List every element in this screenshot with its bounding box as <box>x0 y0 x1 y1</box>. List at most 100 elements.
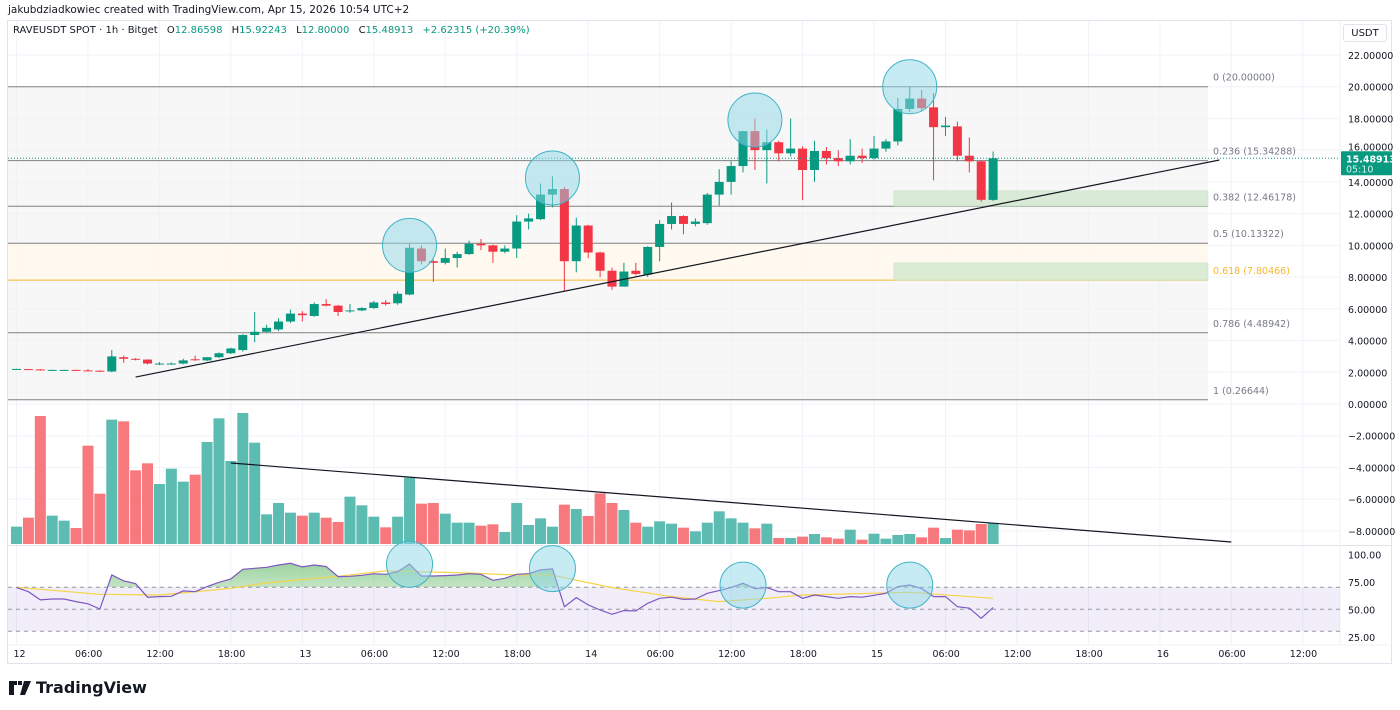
candle-body <box>393 293 403 304</box>
volume-bar <box>177 481 189 544</box>
highlight-circle <box>719 561 767 609</box>
candle <box>428 259 438 282</box>
price-tick-label: 12.00000 <box>1348 210 1393 221</box>
price-tick-label: 22.00000 <box>1348 51 1393 62</box>
candle-body <box>178 360 188 364</box>
volume-bar <box>189 474 201 544</box>
volume-bar <box>820 537 832 544</box>
volume-bar <box>165 468 177 544</box>
volume-bar <box>332 522 344 544</box>
volume-bar <box>249 442 261 544</box>
volume-bar <box>153 484 165 544</box>
candle <box>345 304 355 313</box>
volume-bar <box>451 522 463 544</box>
candle-body <box>869 148 879 159</box>
volume-bar <box>916 537 928 544</box>
candle-body <box>821 150 831 159</box>
candle <box>881 139 891 152</box>
price-tick-label: 0.00000 <box>1348 400 1387 411</box>
volume-bar <box>535 518 547 544</box>
volume-bar <box>344 496 356 544</box>
volume-bar <box>380 527 392 544</box>
volume-bar <box>737 522 749 544</box>
time-axis[interactable]: 12 06:00 12:00 18:00 13 06:00 12:00 18:00 14 06:0… <box>14 649 1318 660</box>
candle-body <box>988 158 998 200</box>
candle-body <box>964 155 974 162</box>
time-tick-label: 18:00 <box>1075 649 1102 660</box>
candle <box>952 121 962 162</box>
drawings[interactable] <box>8 59 1340 543</box>
candles <box>12 86 998 373</box>
volume-bar <box>713 511 725 544</box>
volume-bar <box>546 526 558 544</box>
currency-button[interactable]: USDT <box>1343 24 1387 42</box>
fib-level-label: 0.382 (12.46178) <box>1213 192 1296 203</box>
rsi-ma-line <box>16 570 994 603</box>
volume-bar <box>785 538 797 544</box>
candle-body <box>726 166 736 182</box>
fibonacci-retracement[interactable]: 0 (20.00000) 0.236 (15.34288) 0.382 (12.46… <box>8 73 1296 401</box>
time-tick-label: 12:00 <box>718 649 745 660</box>
time-tick-label: 12:00 <box>1004 649 1031 660</box>
candle <box>321 299 331 307</box>
fib-level-label: 0.236 (15.34288) <box>1213 147 1296 158</box>
candle-body <box>166 363 176 365</box>
candle-body <box>798 148 808 171</box>
volume-bar <box>225 461 237 544</box>
candle-body <box>285 313 295 322</box>
candle-body <box>428 261 438 263</box>
candle-body <box>119 357 129 359</box>
candle <box>667 202 677 230</box>
candle-body <box>226 348 236 354</box>
candle-body <box>452 254 462 259</box>
candle-body <box>309 304 319 316</box>
volume-bar <box>987 523 999 544</box>
volume-bar <box>70 528 82 544</box>
candle <box>107 350 117 373</box>
candle-body <box>71 369 81 371</box>
candle <box>250 311 260 343</box>
fib-level-label: 0.786 (4.48942) <box>1213 319 1290 330</box>
candle-body <box>381 302 391 305</box>
time-tick-label: 12:00 <box>432 649 459 660</box>
bar-countdown: 05:10 <box>1346 164 1373 175</box>
candle <box>357 307 367 312</box>
candle <box>154 361 164 366</box>
candle <box>821 147 831 165</box>
volume-bar <box>237 413 249 544</box>
volume-bar <box>130 470 142 544</box>
volume-bar <box>94 493 106 544</box>
chart-credit: jakubdziadkowiec created with TradingVie… <box>8 4 410 16</box>
candle-body <box>857 155 867 159</box>
support-zone <box>893 262 1209 281</box>
candle-body <box>929 107 939 128</box>
price-tick-label: 20.00000 <box>1348 83 1393 94</box>
price-tick-label: 16.00000 <box>1348 142 1393 153</box>
candle-body <box>536 194 546 220</box>
volume-bar <box>142 463 154 544</box>
candle <box>35 369 45 371</box>
tradingview-logo[interactable]: TradingView <box>9 678 147 697</box>
support-zones[interactable] <box>893 190 1209 281</box>
candle <box>309 302 319 317</box>
time-tick-label: 12 <box>14 649 26 660</box>
time-tick-label: 12:00 <box>1290 649 1317 660</box>
open-value: 12.86598 <box>174 25 223 36</box>
candle <box>702 193 712 225</box>
candle <box>190 355 200 361</box>
candle-body <box>345 310 355 312</box>
symbol-title[interactable]: RAVEUSDT SPOT · 1h · Bitget <box>13 25 158 36</box>
volume-bar <box>677 527 689 544</box>
low-label: L <box>296 25 302 36</box>
volume-bar <box>46 515 58 544</box>
candle <box>964 137 974 173</box>
volume-bar <box>558 504 570 544</box>
candle <box>512 215 522 259</box>
rsi-tick-label: 25.00 <box>1348 633 1375 644</box>
volume-bar <box>654 521 666 544</box>
candle-body <box>333 305 343 312</box>
price-axis[interactable]: 22.00000 20.00000 18.00000 16.00000 14.00000… <box>1341 51 1396 644</box>
candle-body <box>595 252 605 271</box>
